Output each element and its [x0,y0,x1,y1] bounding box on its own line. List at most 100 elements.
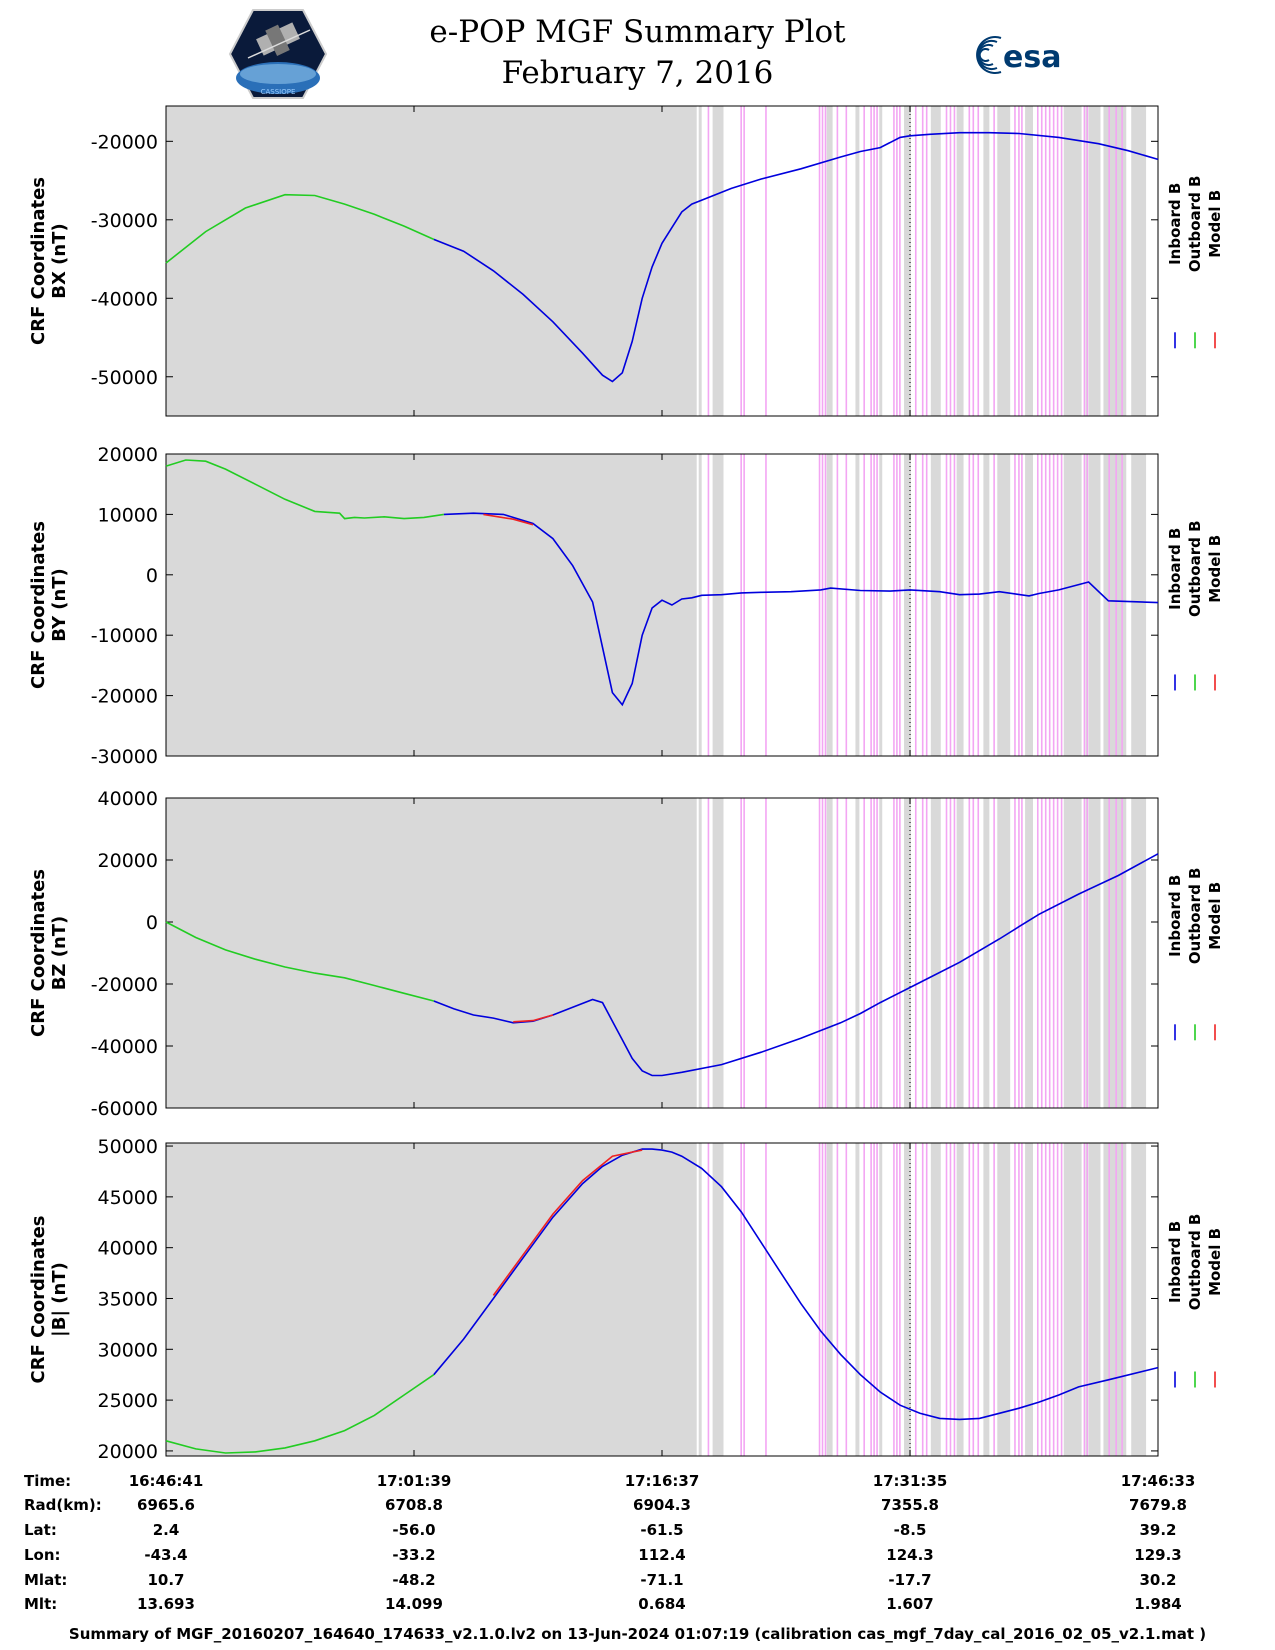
magenta-shading-line [945,454,948,756]
gray-shading-band [1063,798,1082,1108]
magenta-shading-line [873,106,875,416]
gray-shading-band [1131,106,1147,416]
magenta-shading-line [1040,1143,1043,1456]
magenta-shading-line [1108,1143,1110,1456]
gray-shading-band [1063,454,1082,756]
magenta-shading-line [1040,798,1043,1108]
y-tick-label: 50000 [98,1136,158,1158]
gray-shading-band [983,1143,990,1456]
magenta-shading-line [921,798,924,1108]
svg-text:CASSIOPE: CASSIOPE [261,88,296,96]
summary-row-label: Mlat: [24,1571,68,1589]
gray-shading-band [826,798,833,1108]
magenta-shading-line [836,1143,839,1456]
gray-shading-band [983,106,990,416]
y-tick-label: -30000 [91,746,158,768]
summary-row-label: Lon: [24,1546,61,1564]
magenta-shading-line [921,454,924,756]
magenta-shading-line [945,1143,948,1456]
summary-cell: 16:46:41 [128,1472,204,1490]
y-tick-label: -30000 [91,210,158,232]
magenta-shading-line [740,798,742,1108]
magenta-shading-line [968,1143,971,1456]
panel-4: 20000 25000 30000 35000 40000 45000 50000 CRF C… [28,1136,1224,1463]
gray-shading-band [1131,1143,1147,1456]
gray-shading-band [712,454,724,756]
magenta-shading-line [993,106,995,416]
gray-shading-block [166,106,697,416]
magenta-shading-line [1052,454,1055,756]
y-axis-label: BX (nT) [49,223,70,298]
summary-cell: 6965.6 [137,1496,195,1514]
magenta-shading-line [1048,1143,1051,1456]
summary-cell: 13.693 [137,1595,195,1613]
magenta-shading-line [863,106,865,416]
magenta-shading-line [845,798,848,1108]
magenta-shading-line [1056,798,1059,1108]
summary-row-label: Mlt: [24,1595,58,1613]
magenta-shading-line [925,798,928,1108]
magenta-shading-line [914,106,917,416]
panel-2: -30000 -20000 -10000 0 10000 20000 CRF Coordin… [28,444,1224,768]
legend-label: Inboard B [1166,1221,1184,1303]
magenta-shading-line [953,106,956,416]
magenta-shading-line [707,106,710,416]
y-tick-label: 35000 [98,1288,158,1310]
series-inboard-b [443,512,1159,707]
magenta-shading-line [1121,1143,1123,1456]
magenta-shading-line [824,106,827,416]
plot-date: February 7, 2016 [501,55,774,91]
summary-row-label: Time: [24,1472,72,1490]
y-tick-label: 0 [146,912,158,934]
magenta-shading-line [925,106,928,416]
magenta-shading-line [1056,454,1059,756]
gray-shading-band [855,1143,860,1456]
magenta-shading-line [1048,798,1051,1108]
magenta-shading-line [949,798,952,1108]
magenta-shading-line [893,454,895,756]
magenta-shading-line [743,798,745,1108]
magenta-shading-line [1018,798,1020,1108]
magenta-shading-line [896,1143,898,1456]
gray-shading-block [166,454,697,756]
legend-label: Inboard B [1166,875,1184,957]
magenta-shading-line [899,454,901,756]
magenta-shading-line [925,1143,928,1456]
gray-shading-band [956,798,964,1108]
magenta-shading-line [977,1143,980,1456]
magenta-shading-line [993,798,995,1108]
gray-shading-band [1063,106,1082,416]
magenta-shading-line [1052,106,1055,416]
gray-shading-band [879,454,883,756]
gray-shading-band [1088,454,1101,756]
magenta-shading-line [972,798,975,1108]
magenta-shading-line [1014,106,1016,416]
magenta-shading-line [968,798,971,1108]
magenta-shading-line [914,454,917,756]
gray-shading-band [879,106,883,416]
magenta-shading-line [818,106,821,416]
magenta-shading-line [765,454,767,756]
series-inboard-b [433,131,1159,383]
series-model-b [492,1149,643,1296]
magenta-shading-line [968,106,971,416]
summary-cell: 1.984 [1134,1595,1182,1613]
gray-shading-band [1025,798,1034,1108]
magenta-shading-line [899,1143,901,1456]
magenta-shading-line [993,1143,995,1456]
summary-cell: 30.2 [1139,1571,1177,1589]
legend-label: Outboard B [1186,176,1204,273]
magenta-shading-line [743,1143,745,1456]
magenta-shading-line [1060,798,1063,1108]
magenta-shading-line [818,1143,821,1456]
magenta-shading-line [824,454,827,756]
y-axis-label: |B| (nT) [49,1262,70,1337]
gray-shading-band [826,106,833,416]
gray-shading-band [930,798,941,1108]
magenta-shading-line [1115,798,1117,1108]
y-axis-label: BZ (nT) [49,916,70,991]
magenta-shading-line [972,1143,975,1456]
magenta-shading-line [870,106,872,416]
magenta-shading-line [1121,454,1123,756]
